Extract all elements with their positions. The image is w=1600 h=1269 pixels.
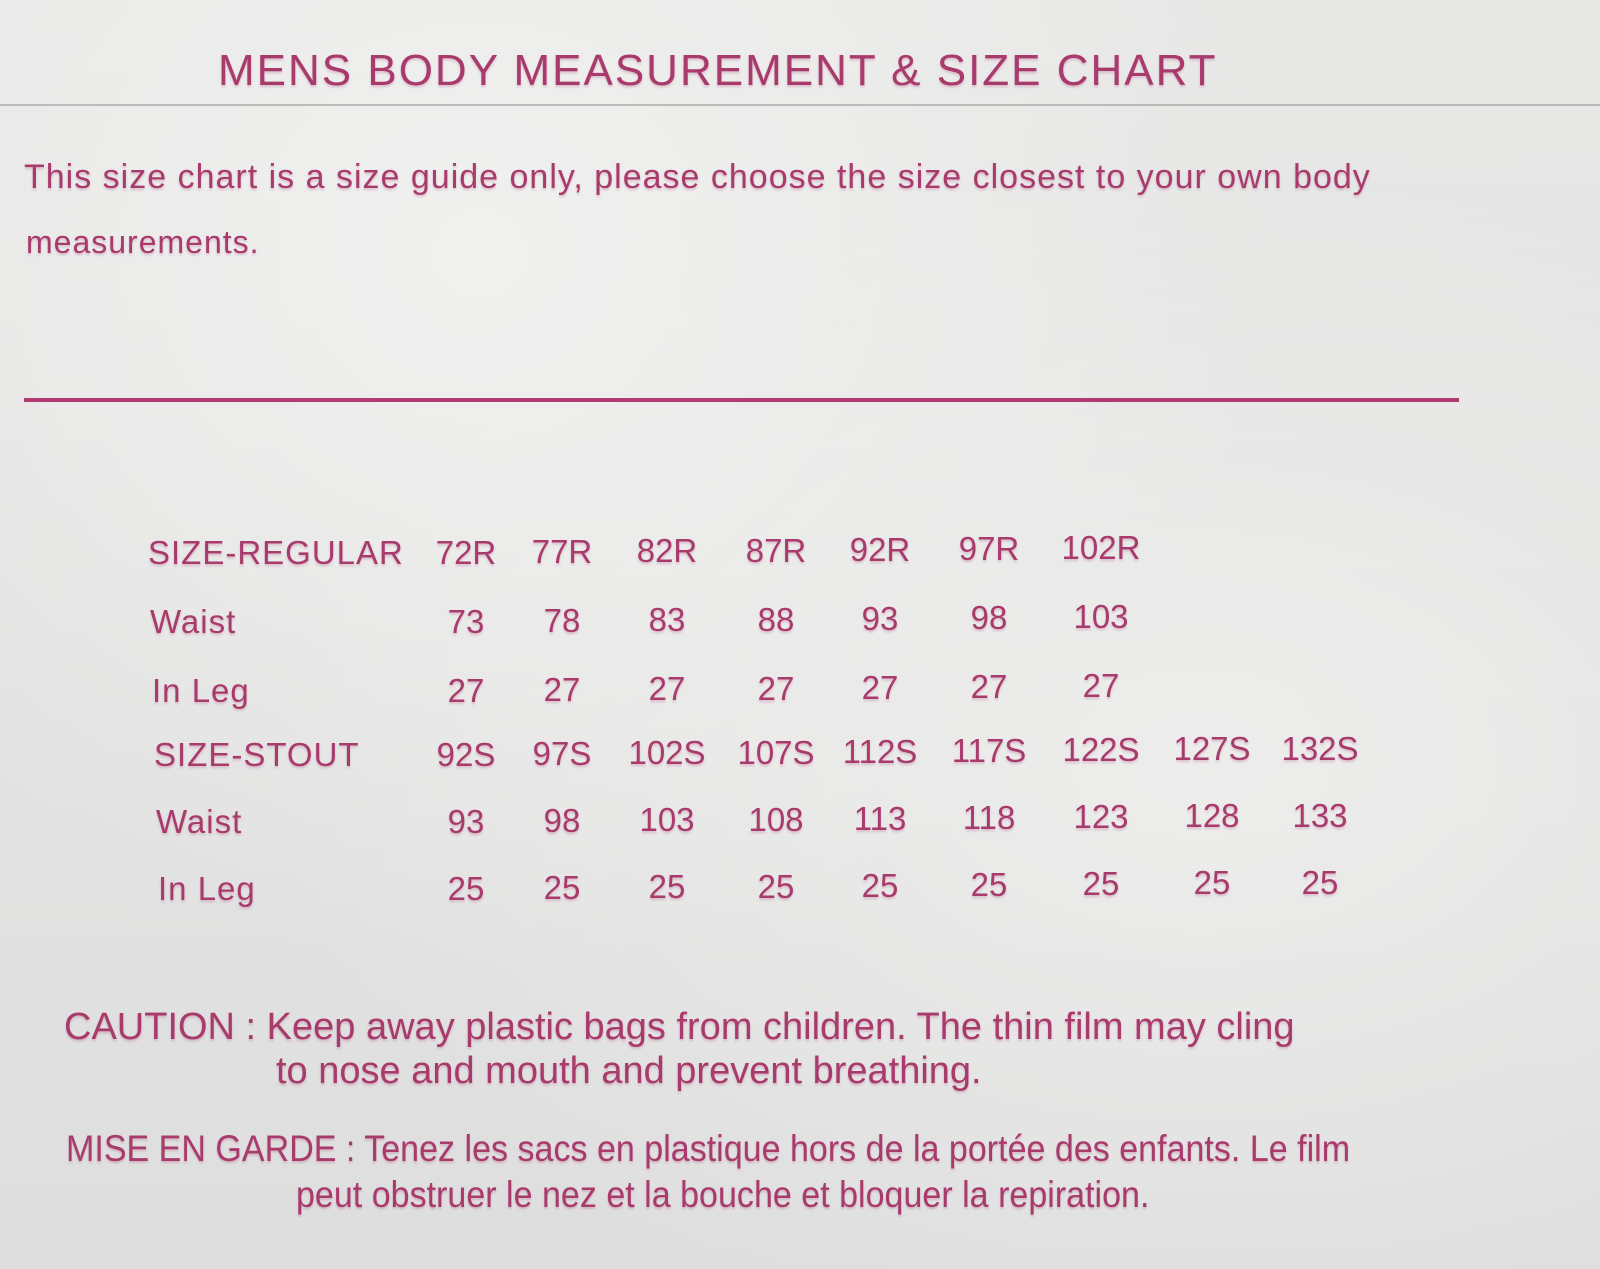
- table-cell: 113: [853, 799, 907, 837]
- table-cell: 27: [970, 668, 1008, 705]
- table-cell: 27: [1082, 667, 1120, 705]
- table-cell: 132S: [1281, 729, 1359, 767]
- table-cell: 27: [757, 669, 795, 707]
- table-cell: 128: [1184, 797, 1240, 835]
- table-cell: 25: [543, 869, 581, 907]
- table-cell: 78: [543, 602, 581, 640]
- mise-en-garde-line-1: MISE EN GARDE : Tenez les sacs en plasti…: [66, 1128, 1351, 1169]
- table-cell: 93: [861, 599, 899, 637]
- table-cell: 103: [639, 801, 695, 839]
- table-cell: 122S: [1062, 731, 1140, 769]
- table-cell: 97R: [958, 530, 1020, 567]
- row-label: Waist: [150, 603, 237, 640]
- table-cell: 72R: [435, 534, 497, 571]
- row-label: In Leg: [158, 870, 256, 907]
- table-cell: 93: [447, 803, 485, 840]
- table-cell: 88: [757, 600, 795, 638]
- table-cell: 98: [970, 599, 1008, 636]
- bag-seam: [0, 104, 1600, 106]
- table-cell: 102R: [1061, 529, 1141, 567]
- table-cell: 127S: [1173, 730, 1251, 768]
- table-cell: 25: [1301, 863, 1339, 901]
- table-cell: 25: [1082, 865, 1120, 903]
- caution-line-2: to nose and mouth and prevent breathing.: [276, 1050, 982, 1092]
- table-cell: 87R: [745, 531, 807, 569]
- intro-line-1: This size chart is a size guide only, pl…: [24, 158, 1371, 196]
- table-cell: 97S: [532, 735, 592, 773]
- page-title: MENS BODY MEASUREMENT & SIZE CHART: [218, 46, 1218, 95]
- table-cell: 92R: [849, 530, 911, 568]
- table-cell: 82R: [636, 532, 698, 570]
- row-label: SIZE-STOUT: [154, 736, 360, 773]
- table-cell: 102S: [628, 734, 706, 772]
- table-cell: 25: [447, 870, 485, 907]
- table-cell: 118: [962, 799, 1016, 836]
- intro-line-2: measurements.: [26, 224, 260, 260]
- table-cell: 27: [861, 668, 899, 706]
- mise-en-garde-line-2: peut obstruer le nez et la bouche et blo…: [296, 1174, 1150, 1215]
- table-cell: 108: [748, 800, 804, 838]
- caution-line-1: CAUTION : Keep away plastic bags from ch…: [64, 1006, 1295, 1048]
- table-cell: 25: [861, 866, 899, 904]
- table-cell: 73: [447, 603, 485, 640]
- row-label: SIZE-REGULAR: [148, 534, 404, 571]
- table-cell: 133: [1292, 796, 1348, 834]
- table-cell: 25: [1193, 864, 1231, 902]
- table-cell: 92S: [436, 736, 496, 773]
- table-cell: 83: [648, 601, 686, 639]
- table-cell: 25: [970, 866, 1008, 903]
- row-label: Waist: [156, 803, 243, 840]
- table-cell: 77R: [531, 533, 593, 571]
- table-cell: 25: [648, 868, 686, 906]
- table-cell: 107S: [737, 733, 815, 771]
- row-label: In Leg: [152, 672, 250, 709]
- table-cell: 112S: [842, 732, 918, 770]
- table-cell: 27: [648, 670, 686, 708]
- divider-rule: [24, 398, 1459, 402]
- table-cell: 103: [1073, 598, 1129, 636]
- table-cell: 123: [1073, 798, 1129, 836]
- table-cell: 117S: [951, 732, 1027, 769]
- table-cell: 27: [447, 672, 485, 709]
- table-cell: 25: [757, 867, 795, 905]
- table-cell: 27: [543, 671, 581, 709]
- table-cell: 98: [543, 802, 581, 840]
